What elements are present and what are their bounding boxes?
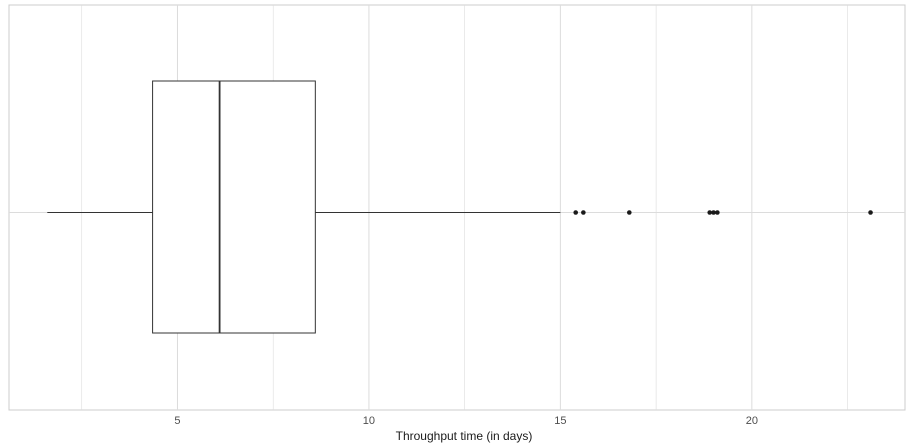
outlier-point: [627, 210, 632, 215]
interquartile-box: [152, 80, 316, 334]
plot-panel: [8, 4, 906, 411]
outlier-point: [868, 210, 873, 215]
outlier-point: [711, 210, 716, 215]
minor-gridlines: [81, 5, 848, 410]
x-tick-label: 15: [554, 415, 566, 427]
x-axis-tick-labels: 5 10 15 20: [174, 415, 758, 427]
x-axis-title: Throughput time (in days): [396, 429, 533, 443]
outlier-point: [581, 210, 586, 215]
x-tick-label: 20: [746, 415, 758, 427]
outlier-point: [715, 210, 720, 215]
outlier-point: [573, 210, 579, 215]
boxplot-group: [47, 80, 561, 334]
outlier-point: [707, 210, 713, 215]
x-tick-label: 10: [363, 415, 375, 427]
x-tick-label: 5: [174, 415, 180, 427]
outlier-points: [573, 210, 873, 215]
